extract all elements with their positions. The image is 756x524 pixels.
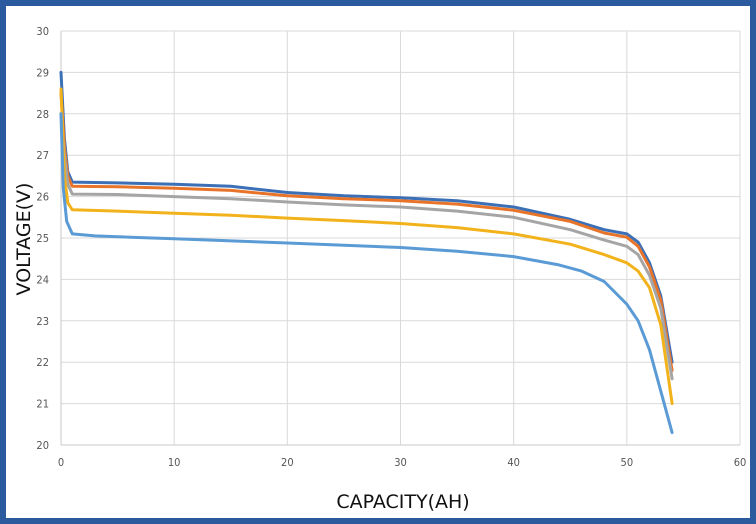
y-tick-label: 21 [36, 398, 49, 411]
y-tick-label: 30 [36, 25, 49, 38]
x-tick-label: 60 [734, 456, 747, 469]
y-tick-label: 25 [36, 232, 49, 245]
y-tick-label: 26 [36, 191, 49, 204]
series-line-5 [59, 112, 674, 435]
x-tick-labels: 0 10 20 30 40 50 60 [58, 456, 746, 469]
y-tick-labels: 20 21 22 23 24 25 26 27 28 29 30 [36, 25, 49, 452]
x-tick-label: 50 [621, 456, 634, 469]
chart-frame: 0 10 20 30 40 50 60 20 21 22 23 24 25 26 27 28 29 30 CAP… [6, 6, 750, 518]
x-tick-label: 10 [168, 456, 181, 469]
x-tick-label: 20 [281, 456, 294, 469]
y-tick-label: 24 [36, 273, 49, 286]
series-line-3 [59, 112, 674, 381]
voltage-capacity-chart: 0 10 20 30 40 50 60 20 21 22 23 24 25 26 27 28 29 30 CAP… [13, 25, 746, 513]
series-line-2 [59, 91, 674, 372]
x-tick-label: 30 [394, 456, 407, 469]
series-lines [59, 70, 674, 435]
y-tick-label: 27 [36, 149, 49, 162]
series-line-1 [59, 70, 674, 364]
y-tick-label: 20 [36, 439, 49, 452]
y-tick-label: 29 [36, 66, 49, 79]
y-tick-label: 22 [36, 356, 49, 369]
y-tick-label: 23 [36, 315, 49, 328]
series-line-4 [59, 87, 674, 406]
y-axis-title: VOLTAGE(V) [13, 183, 35, 296]
x-tick-label: 40 [507, 456, 520, 469]
x-axis-title: CAPACITY(AH) [336, 491, 469, 513]
x-tick-label: 0 [58, 456, 64, 469]
y-tick-label: 28 [36, 108, 49, 121]
